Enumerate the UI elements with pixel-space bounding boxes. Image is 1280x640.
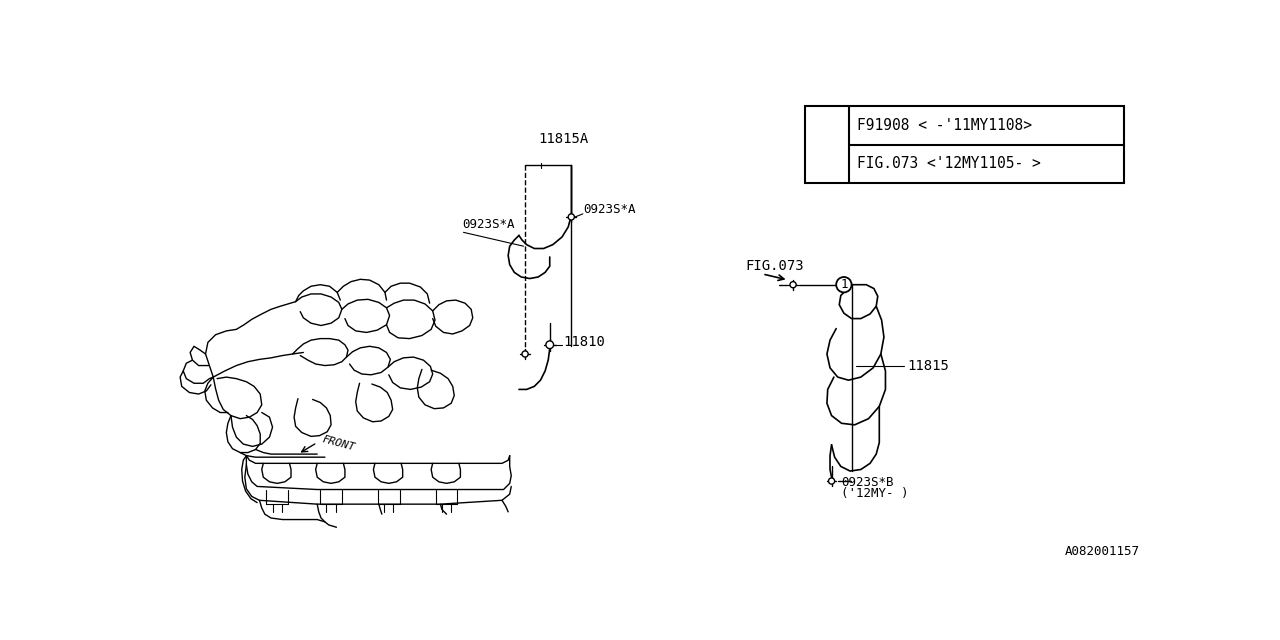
Text: FIG.073 <'12MY1105- >: FIG.073 <'12MY1105- > xyxy=(858,156,1041,172)
Circle shape xyxy=(814,132,840,157)
Text: A082001157: A082001157 xyxy=(1065,545,1139,558)
Text: 1: 1 xyxy=(822,137,832,152)
Text: 0923S*A: 0923S*A xyxy=(462,218,515,231)
Text: 1: 1 xyxy=(840,278,847,291)
Text: F91908 < -'11MY1108>: F91908 < -'11MY1108> xyxy=(858,118,1032,133)
Circle shape xyxy=(790,282,796,288)
Circle shape xyxy=(568,214,575,220)
Circle shape xyxy=(545,341,553,349)
Text: FRONT: FRONT xyxy=(321,434,356,452)
Circle shape xyxy=(522,351,529,357)
Text: 11810: 11810 xyxy=(563,335,605,349)
Text: 11815: 11815 xyxy=(908,358,948,372)
Text: 11815A: 11815A xyxy=(538,132,589,146)
Text: 0923S*B: 0923S*B xyxy=(841,476,893,489)
Text: FIG.073: FIG.073 xyxy=(745,259,804,273)
Text: 0923S*A: 0923S*A xyxy=(584,203,636,216)
Circle shape xyxy=(836,277,851,292)
Circle shape xyxy=(828,478,835,484)
Text: ('12MY- ): ('12MY- ) xyxy=(841,487,909,500)
Bar xyxy=(805,106,1124,183)
